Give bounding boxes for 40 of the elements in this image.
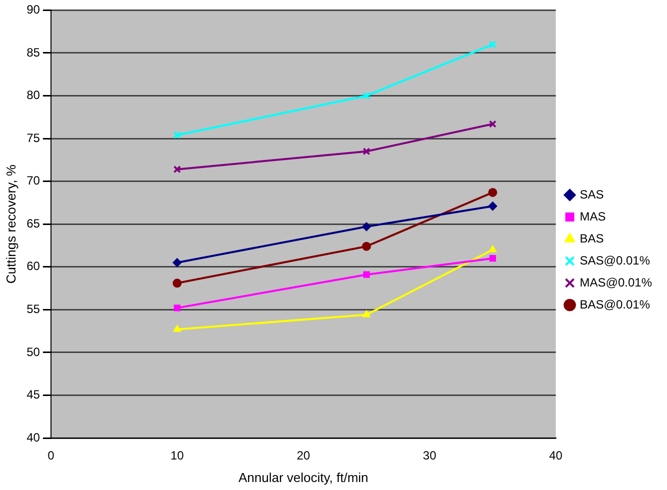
- y-axis-title: Cuttings recovery, %: [3, 164, 18, 284]
- point: [488, 120, 497, 128]
- y-tick-label: 65: [26, 216, 40, 230]
- y-tick-label: 50: [26, 344, 40, 359]
- y-tick-label: 40: [26, 430, 40, 444]
- x-tick-label: 30: [422, 448, 437, 463]
- point: [488, 202, 498, 211]
- x-axis-title: Annular velocity, ft/min: [238, 470, 368, 485]
- point: [488, 188, 498, 197]
- y-tick-label: 90: [26, 2, 40, 17]
- point: [362, 310, 370, 318]
- y-tick-label: 75: [26, 130, 40, 145]
- point: [173, 324, 182, 332]
- point: [174, 304, 180, 312]
- point: [363, 271, 370, 278]
- point: [362, 92, 370, 100]
- point: [488, 245, 497, 252]
- point: [488, 40, 497, 48]
- x-tick-label: 20: [296, 448, 310, 463]
- x-tick-label: 0: [48, 448, 55, 463]
- x-tick-label: 40: [549, 448, 563, 463]
- point: [362, 148, 370, 156]
- point: [172, 278, 182, 288]
- point: [362, 222, 371, 232]
- y-tick-label: 60: [26, 259, 40, 274]
- point: [489, 254, 496, 262]
- legend-label: MAS: [580, 209, 606, 224]
- legend-label: MAS@0.01%: [580, 275, 652, 290]
- y-tick-label: 45: [26, 388, 40, 402]
- y-tick-label: 70: [26, 174, 40, 188]
- y-tick-label: 55: [26, 302, 40, 316]
- legend-label: BAS@0.01%: [580, 297, 650, 312]
- y-tick-label: 85: [26, 45, 40, 60]
- legend-label: BAS: [580, 231, 604, 246]
- x-tick-label: 10: [170, 448, 184, 463]
- legend-label: SAS: [580, 187, 604, 202]
- legend-label: SAS@0.01%: [580, 253, 650, 268]
- point: [172, 258, 182, 268]
- y-tick-label: 80: [26, 88, 40, 102]
- point: [362, 242, 371, 251]
